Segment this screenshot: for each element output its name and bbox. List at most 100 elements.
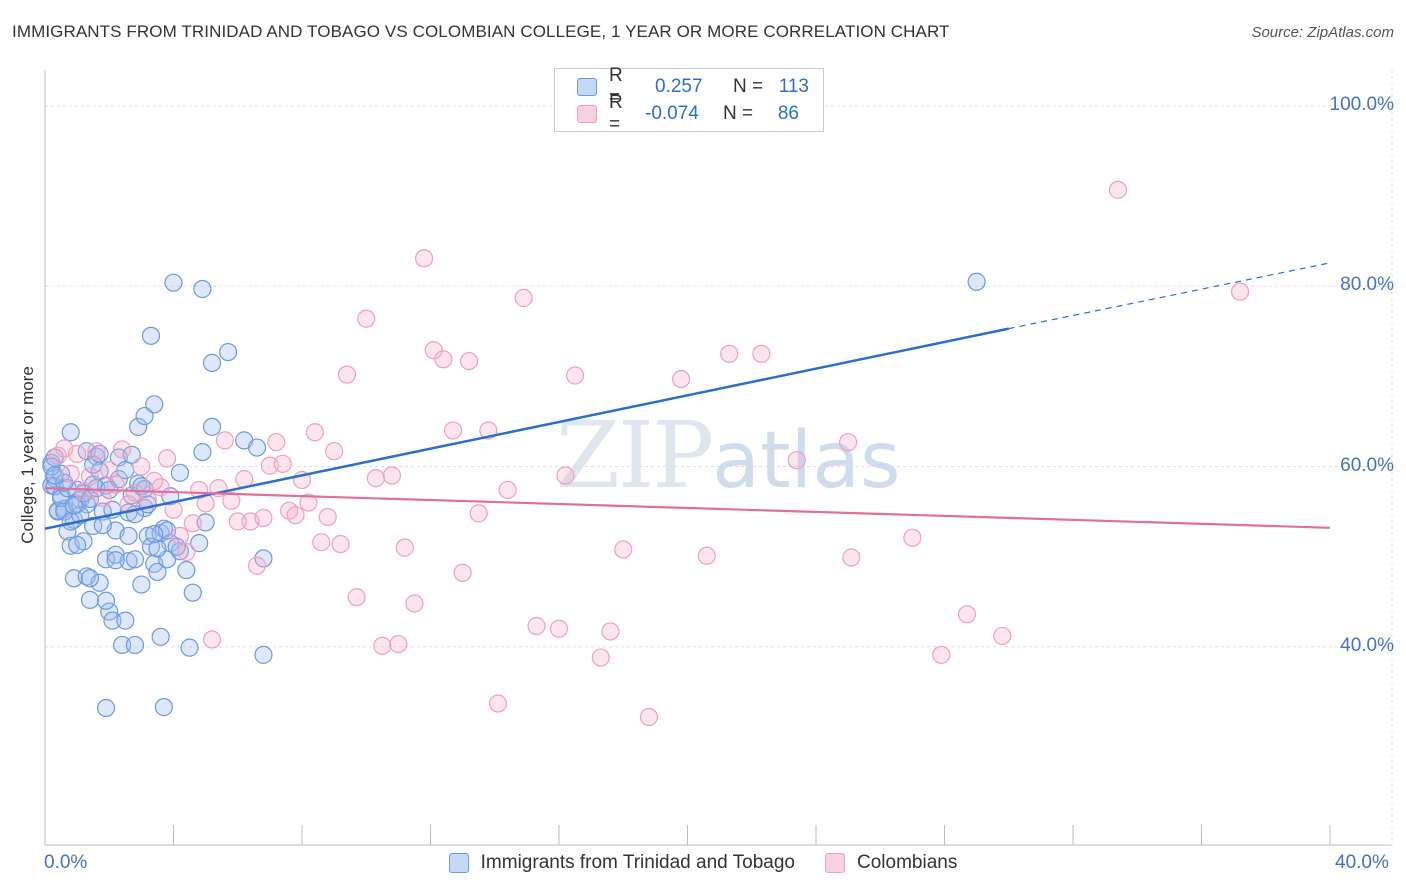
point-colombian <box>697 546 716 565</box>
n-label: N = <box>723 103 754 124</box>
point-trinidad <box>125 635 145 655</box>
source-label: Source: ZipAtlas.com <box>1251 24 1394 41</box>
point-colombian <box>318 507 337 527</box>
point-colombian <box>527 616 546 636</box>
point-colombian <box>1230 282 1250 301</box>
n-label: N = <box>733 76 764 97</box>
point-trinidad <box>180 638 199 657</box>
legend-item-trinidad: Immigrants from Trinidad and Tobago <box>448 852 795 874</box>
r-value-blue: 0.257 <box>655 76 703 97</box>
point-colombian <box>347 588 366 607</box>
point-colombian <box>453 563 472 582</box>
point-trinidad <box>193 442 212 462</box>
point-colombian <box>74 482 93 501</box>
point-colombian <box>254 508 273 527</box>
point-colombian <box>132 457 151 476</box>
blue-swatch <box>448 853 469 873</box>
point-colombian <box>565 366 585 385</box>
n-value-pink: 86 <box>777 103 799 124</box>
point-trinidad <box>103 611 122 630</box>
point-trinidad <box>96 591 116 610</box>
point-colombian <box>273 454 292 473</box>
point-trinidad <box>148 539 167 558</box>
point-colombian <box>842 548 861 567</box>
point-colombian <box>222 491 241 510</box>
point-trinidad <box>125 550 145 569</box>
pink-swatch <box>577 105 597 123</box>
point-trinidad <box>219 342 238 362</box>
point-trinidad <box>90 444 109 463</box>
point-trinidad <box>254 645 273 664</box>
point-colombian <box>720 344 739 363</box>
point-colombian <box>549 619 569 638</box>
point-colombian <box>993 626 1012 646</box>
point-trinidad <box>80 569 100 588</box>
point-colombian <box>61 464 80 483</box>
point-trinidad <box>116 611 135 630</box>
point-trinidad <box>129 417 148 436</box>
point-colombian <box>170 526 190 546</box>
point-colombian <box>106 475 125 494</box>
r-label: R = <box>609 92 623 135</box>
point-colombian <box>247 556 267 575</box>
point-colombian <box>119 495 138 514</box>
point-trinidad <box>122 445 141 464</box>
point-colombian <box>382 466 402 485</box>
point-colombian <box>488 694 508 713</box>
point-trinidad <box>967 272 986 291</box>
point-trinidad <box>68 535 87 555</box>
blue-swatch <box>577 78 597 96</box>
y-tick-label: 100.0% <box>1329 94 1394 116</box>
legend-label-colombians: Colombians <box>857 852 958 873</box>
point-trinidad <box>96 698 116 718</box>
point-trinidad <box>96 550 116 569</box>
point-colombian <box>215 431 234 450</box>
watermark-zip: ZIP <box>556 402 714 509</box>
point-trinidad <box>154 698 173 717</box>
stats-legend: R = 0.257 N = 113 R = -0.074 N = 86 <box>554 65 824 135</box>
pink-swatch <box>825 853 846 873</box>
point-trinidad <box>112 635 132 655</box>
point-trinidad <box>119 552 138 571</box>
point-trinidad <box>254 549 273 568</box>
point-trinidad <box>202 353 222 372</box>
trend-line-trinidad-extension <box>1008 262 1331 330</box>
point-colombian <box>286 506 305 525</box>
chart-title: IMMIGRANTS FROM TRINIDAD AND TOBAGO VS C… <box>12 22 950 41</box>
point-trinidad <box>90 573 109 592</box>
point-trinidad <box>141 326 161 345</box>
point-colombian <box>1108 180 1128 199</box>
stats-legend-row-pink: R = -0.074 N = 86 <box>577 92 799 135</box>
n-value-blue: 113 <box>778 76 809 97</box>
point-trinidad <box>190 534 209 553</box>
point-colombian <box>151 478 170 497</box>
watermark-atlas: atlas <box>712 416 901 506</box>
point-colombian <box>932 645 951 664</box>
point-colombian <box>752 344 771 363</box>
point-colombian <box>601 622 620 641</box>
stats-legend-row-blue: R = 0.257 N = 113 <box>577 65 809 108</box>
point-trinidad <box>80 590 100 609</box>
point-colombian <box>373 636 392 655</box>
point-colombian <box>325 442 344 461</box>
point-colombian <box>80 467 100 486</box>
y-tick-label: 60.0% <box>1340 454 1394 476</box>
point-colombian <box>228 512 247 531</box>
point-colombian <box>903 528 922 547</box>
point-trinidad <box>145 395 164 414</box>
point-trinidad <box>135 406 154 426</box>
point-trinidad <box>183 583 202 602</box>
point-trinidad <box>196 513 215 532</box>
point-trinidad <box>193 279 212 299</box>
point-trinidad <box>55 473 74 492</box>
point-colombian <box>839 433 858 452</box>
point-trinidad <box>170 463 190 482</box>
point-trinidad <box>151 627 170 646</box>
point-colombian <box>331 534 350 554</box>
point-trinidad <box>132 575 151 594</box>
y-tick-label: 40.0% <box>1340 634 1394 656</box>
point-colombian <box>514 288 533 308</box>
point-colombian <box>68 444 87 463</box>
point-colombian <box>267 433 286 452</box>
